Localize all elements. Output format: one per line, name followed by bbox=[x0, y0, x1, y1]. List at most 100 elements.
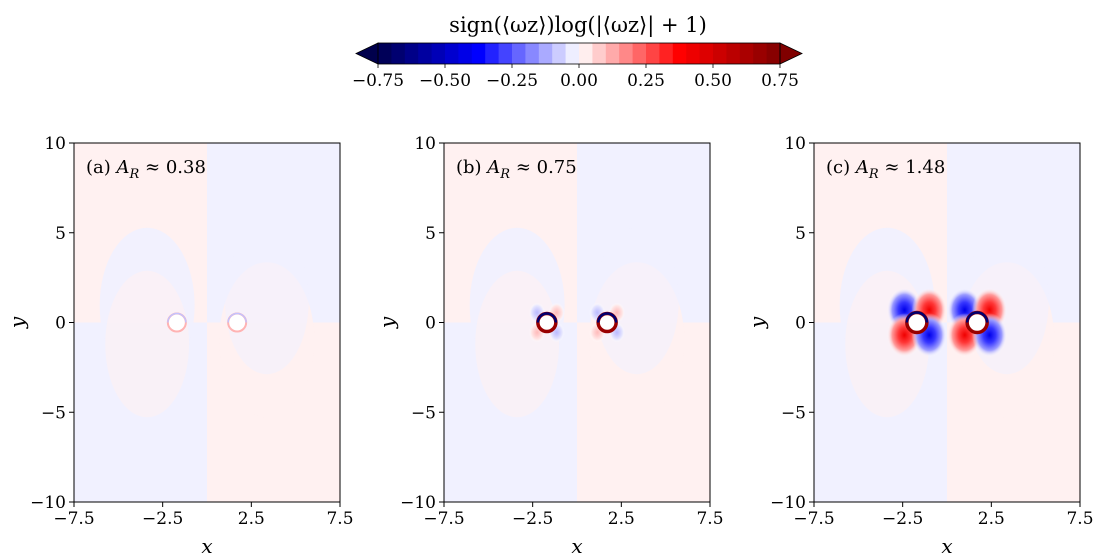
colorbar-segment bbox=[646, 43, 660, 64]
cylinder bbox=[230, 315, 245, 330]
colorbar-segment bbox=[565, 43, 580, 64]
colorbar-max-extend bbox=[779, 42, 803, 65]
background-lobe bbox=[105, 270, 190, 418]
y-tick-label: 5 bbox=[55, 224, 66, 244]
colorbar-segment bbox=[418, 43, 433, 64]
cylinder bbox=[541, 317, 553, 328]
colorbar-segment bbox=[391, 43, 406, 64]
colorbar-segment bbox=[485, 43, 500, 64]
annotation-symbol: A bbox=[115, 157, 130, 178]
cylinder-ring-inner bbox=[167, 312, 187, 323]
colorbar-tick-label: 0.75 bbox=[761, 71, 799, 91]
x-tick-label: 2.5 bbox=[608, 509, 635, 529]
vorticity-field bbox=[444, 143, 710, 502]
colorbar-segment bbox=[458, 43, 473, 64]
colorbar-segment bbox=[686, 43, 701, 64]
colorbar-segment bbox=[632, 43, 647, 64]
colorbar-segment bbox=[431, 43, 446, 64]
colorbar-segment bbox=[579, 43, 593, 64]
colorbar-segment bbox=[592, 43, 607, 64]
colorbar-segment bbox=[552, 43, 567, 64]
y-axis-label: y bbox=[745, 316, 769, 329]
colorbar-tick-label: 0.25 bbox=[627, 71, 665, 91]
x-axis-label: x bbox=[941, 534, 952, 558]
colorbar-segment bbox=[699, 43, 714, 64]
y-axis-label: y bbox=[5, 316, 29, 329]
x-tick-label: −7.5 bbox=[423, 509, 464, 529]
y-tick-label: −10 bbox=[770, 493, 806, 513]
x-tick-label: 7.5 bbox=[1066, 509, 1093, 529]
colorbar-segment bbox=[605, 43, 620, 64]
x-tick-label: 2.5 bbox=[238, 509, 265, 529]
panel-c: −7.5 −2.5 2.5 7.5 10 5 0 −5 −10 x y (c) AR ≈ 1.48 bbox=[745, 134, 1094, 558]
colorbar-segment bbox=[726, 43, 741, 64]
panel-letter: (c) bbox=[826, 157, 856, 178]
background-lobe bbox=[594, 227, 679, 375]
y-tick-label: 10 bbox=[44, 134, 66, 154]
panel-b: −7.5 −2.5 2.5 7.5 10 5 0 −5 −10 x y (b) AR ≈ 0.75 bbox=[375, 134, 724, 558]
colorbar-segment bbox=[445, 43, 459, 64]
annotation-symbol: A bbox=[485, 157, 500, 178]
colorbar-segment bbox=[672, 43, 687, 64]
cylinder-ring-inner bbox=[965, 311, 989, 323]
panel-annotation: (c) AR ≈ 1.48 bbox=[826, 157, 945, 182]
annotation-approx: ≈ bbox=[879, 157, 906, 178]
x-tick-label: 7.5 bbox=[696, 509, 723, 529]
vorticity-field bbox=[74, 143, 340, 502]
annotation-approx: ≈ bbox=[139, 157, 166, 178]
colorbar-segment bbox=[659, 43, 674, 64]
x-axis-label: x bbox=[571, 534, 582, 558]
cylinder bbox=[601, 317, 613, 328]
colorbar-segment bbox=[766, 43, 781, 64]
colorbar-segment bbox=[739, 43, 754, 64]
x-tick-label: 2.5 bbox=[978, 509, 1005, 529]
x-tick-label: −2.5 bbox=[882, 509, 923, 529]
colorbar-ticks: −0.75 −0.50 −0.25 0.00 0.25 0.50 0.75 bbox=[352, 64, 799, 91]
colorbar-segment bbox=[378, 43, 392, 64]
colorbar-segment bbox=[498, 43, 513, 64]
colorbar-tick-label: −0.25 bbox=[486, 71, 538, 91]
colorbar-tick-label: 0.00 bbox=[560, 71, 598, 91]
y-tick-label: −10 bbox=[400, 493, 436, 513]
y-tick-label: 5 bbox=[795, 224, 806, 244]
annotation-value: 0.38 bbox=[166, 157, 206, 178]
colorbar-title: sign(⟨ωz⟩)log(|⟨ωz⟩| + 1) bbox=[449, 13, 707, 38]
colorbar-segment bbox=[525, 43, 540, 64]
y-tick-label: −5 bbox=[411, 403, 436, 423]
x-tick-label: −7.5 bbox=[793, 509, 834, 529]
y-tick-label: 0 bbox=[425, 314, 436, 334]
panel-annotation: (a) AR ≈ 0.38 bbox=[86, 157, 206, 182]
colorbar-body bbox=[355, 42, 803, 65]
colorbar-segment bbox=[471, 43, 486, 64]
colorbar-segment bbox=[538, 43, 553, 64]
colorbar: sign(⟨ωz⟩)log(|⟨ωz⟩| + 1) −0.75 −0.50 −0.2… bbox=[352, 13, 803, 91]
x-tick-label: −2.5 bbox=[512, 509, 553, 529]
cylinder-ring-inner bbox=[905, 311, 929, 323]
panel-a: −7.5 −2.5 2.5 7.5 10 5 0 −5 −10 x y (a) AR ≈ 0.38 bbox=[5, 134, 354, 558]
y-tick-label: 0 bbox=[795, 314, 806, 334]
colorbar-tick-label: −0.50 bbox=[419, 71, 471, 91]
annotation-value: 1.48 bbox=[905, 157, 945, 178]
cylinder bbox=[169, 315, 184, 330]
colorbar-segment bbox=[404, 43, 419, 64]
x-tick-label: −7.5 bbox=[53, 509, 94, 529]
y-tick-label: −10 bbox=[30, 493, 66, 513]
cylinder bbox=[910, 316, 924, 329]
annotation-symbol: A bbox=[854, 157, 869, 178]
x-axis-label: x bbox=[201, 534, 212, 558]
y-tick-label: 10 bbox=[784, 134, 806, 154]
cylinder-ring-inner bbox=[596, 312, 618, 323]
panel-annotation: (b) AR ≈ 0.75 bbox=[456, 157, 577, 182]
x-tick-label: 7.5 bbox=[326, 509, 353, 529]
y-tick-label: −5 bbox=[41, 403, 66, 423]
colorbar-segment bbox=[512, 43, 526, 64]
y-tick-label: 0 bbox=[55, 314, 66, 334]
annotation-subscript: R bbox=[499, 167, 510, 182]
vorticity-field bbox=[814, 143, 1080, 502]
colorbar-tick-label: −0.75 bbox=[352, 71, 404, 91]
y-tick-label: 10 bbox=[414, 134, 436, 154]
x-tick-label: −2.5 bbox=[142, 509, 183, 529]
y-tick-label: 5 bbox=[425, 224, 436, 244]
y-axis-label: y bbox=[375, 316, 399, 329]
